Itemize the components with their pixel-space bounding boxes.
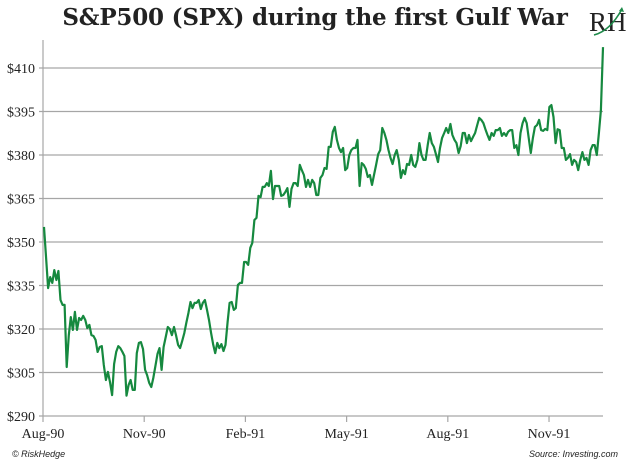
source-label: Source: Investing.com	[528, 449, 618, 459]
riskhedge-logo-icon: RH	[589, 7, 627, 37]
logo-arrow-head-icon	[619, 7, 624, 12]
y-axis-ticks: $410 $395 $380 $365 $350 $335 $320 $305 $290	[7, 62, 35, 425]
x-tick-label: Nov-90	[123, 427, 166, 442]
y-tick-label: $290	[7, 410, 35, 425]
y-tick-label: $350	[7, 236, 35, 251]
x-tick-label: Feb-91	[226, 427, 266, 442]
x-tick-label: Aug-90	[22, 427, 65, 442]
y-tick-label: $320	[7, 323, 35, 338]
copyright-label: © RiskHedge	[12, 449, 66, 459]
logo-arrow-icon	[593, 8, 623, 36]
y-tick-label: $410	[7, 62, 35, 77]
y-tick-label: $395	[7, 106, 35, 121]
y-tick-label: $365	[7, 193, 35, 208]
x-tick-label: May-91	[324, 427, 368, 442]
x-tick-label: Aug-91	[426, 427, 469, 442]
y-tick-label: $335	[7, 280, 35, 295]
series-group	[42, 47, 605, 397]
x-tick-label: Nov-91	[528, 427, 571, 442]
gridlines	[39, 67, 603, 374]
x-axis-ticks: Aug-90 Nov-90 Feb-91 May-91 Aug-91 Nov-91	[22, 416, 571, 442]
y-tick-label: $380	[7, 149, 35, 164]
series-line-spx	[42, 47, 605, 397]
chart-title: S&P500 (SPX) during the first Gulf War	[62, 4, 568, 31]
y-tick-label: $305	[7, 367, 35, 382]
